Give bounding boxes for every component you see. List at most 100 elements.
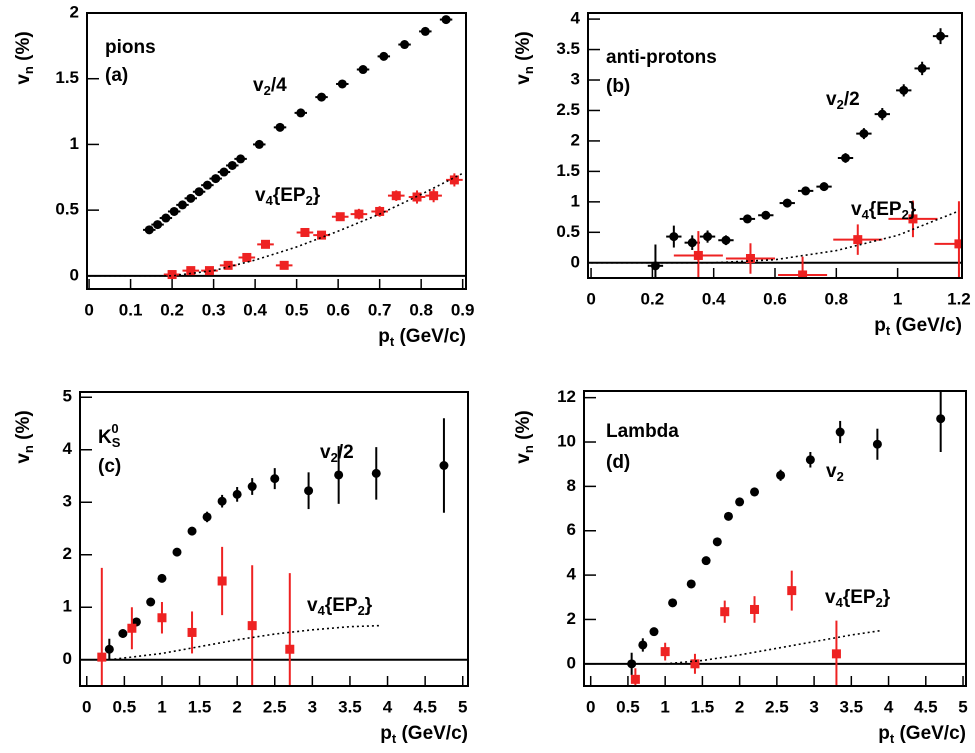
marker: [300, 227, 310, 237]
x-tick-label: 3.5: [840, 697, 864, 716]
x-tick-label: 3.5: [338, 697, 362, 716]
marker: [776, 470, 786, 480]
annotation: v2/2: [826, 89, 860, 112]
marker: [354, 209, 364, 219]
text-part: 2: [306, 193, 313, 208]
y-axis-title: vn (%): [13, 410, 36, 463]
marker: [236, 154, 246, 164]
annotation: v2/2: [320, 442, 354, 465]
x-tick-label: 0.2: [160, 300, 184, 319]
annotation: pions: [105, 37, 156, 58]
x-tick-label: 5: [458, 697, 467, 716]
marker: [317, 230, 327, 240]
text-part: (d): [606, 452, 630, 473]
text-part: v: [307, 595, 318, 616]
x-tick-label: 0: [84, 300, 93, 319]
x-tick-label: 2: [735, 697, 744, 716]
x-tick-label: 0: [586, 289, 595, 308]
marker: [745, 254, 755, 264]
text-part: (%): [513, 31, 534, 66]
y-axis-title: vn (%): [13, 31, 36, 84]
text-part: (GeV/c): [396, 723, 468, 744]
panel: 0 0.5 1 1.5 2 2.5 3 3.5 4 4.5 5 0 2 4 6 8 10 12 Lambda (d) v…: [513, 387, 968, 746]
x-tick-label: 0.2: [641, 289, 665, 308]
plot-frame: [79, 391, 469, 687]
marker: [649, 627, 659, 637]
x-tick-label: 1: [893, 289, 902, 308]
text-part: p: [380, 723, 392, 744]
marker: [187, 526, 197, 536]
y-tick-label: 6: [567, 520, 576, 539]
text-part: t: [886, 323, 891, 338]
marker: [400, 40, 410, 50]
text-part: v: [320, 442, 331, 463]
text-part: {EP: [869, 199, 902, 220]
y-tick-label: 2.5: [556, 100, 580, 119]
marker: [835, 427, 845, 437]
marker: [703, 232, 713, 242]
x-axis-title: pt (GeV/c): [380, 723, 468, 746]
text-part: 2: [876, 595, 883, 610]
text-part: 2: [902, 207, 909, 222]
marker: [153, 220, 163, 230]
x-axis-title: pt (GeV/c): [878, 723, 966, 746]
marker: [358, 65, 368, 75]
x-tick-label: 0.1: [119, 300, 143, 319]
annotation: anti-protons: [606, 47, 717, 68]
marker: [223, 260, 233, 270]
y-tick-label: 0: [70, 265, 79, 284]
text-part: v: [825, 587, 836, 608]
marker: [660, 647, 670, 657]
marker: [177, 200, 187, 210]
text-part: n: [21, 66, 36, 74]
x-tick-label: 0: [82, 697, 91, 716]
marker: [375, 206, 385, 216]
marker: [337, 79, 347, 89]
text-part: 0: [111, 421, 118, 436]
annotation: (d): [606, 452, 630, 473]
marker: [742, 214, 752, 224]
marker: [260, 239, 270, 249]
x-tick-label: 4: [383, 697, 393, 716]
marker: [391, 191, 401, 201]
x-tick-label: 3: [809, 697, 818, 716]
marker: [161, 213, 171, 223]
marker: [227, 160, 237, 170]
marker: [217, 496, 227, 506]
marker: [686, 579, 696, 589]
annotation: Lambda: [606, 421, 679, 442]
marker: [127, 623, 137, 633]
x-tick-label: 0.5: [285, 300, 309, 319]
y-axis-title: vn (%): [513, 410, 536, 463]
y-tick-label: 5: [63, 387, 72, 406]
x-axis-title: pt (GeV/c): [874, 315, 962, 338]
marker: [371, 468, 381, 478]
marker: [118, 629, 128, 638]
x-tick-label: 1.2: [947, 289, 971, 308]
marker: [801, 186, 811, 196]
text-part: v: [513, 453, 534, 464]
text-part: 2: [358, 603, 365, 618]
text-part: {EP: [325, 595, 358, 616]
text-part: anti-protons: [606, 47, 717, 68]
marker: [202, 512, 212, 522]
text-part: }: [365, 595, 373, 616]
x-tick-label: 0.9: [451, 300, 475, 319]
marker: [750, 487, 760, 497]
marker: [693, 250, 703, 260]
annotation: v4{EP2}: [825, 587, 891, 610]
x-tick-label: 1: [157, 697, 166, 716]
y-tick-label: 2: [63, 544, 72, 563]
text-part: 4: [836, 595, 844, 610]
marker: [317, 92, 327, 102]
text-part: p: [874, 315, 886, 336]
marker: [217, 576, 227, 586]
marker: [219, 167, 229, 177]
text-part: 4: [266, 193, 274, 208]
marker: [690, 659, 700, 669]
x-tick-label: 5: [958, 697, 967, 716]
y-axis-title: vn (%): [513, 31, 536, 84]
x-tick-label: 2.5: [263, 697, 287, 716]
x-tick-label: 4.5: [413, 697, 437, 716]
marker: [627, 659, 637, 669]
